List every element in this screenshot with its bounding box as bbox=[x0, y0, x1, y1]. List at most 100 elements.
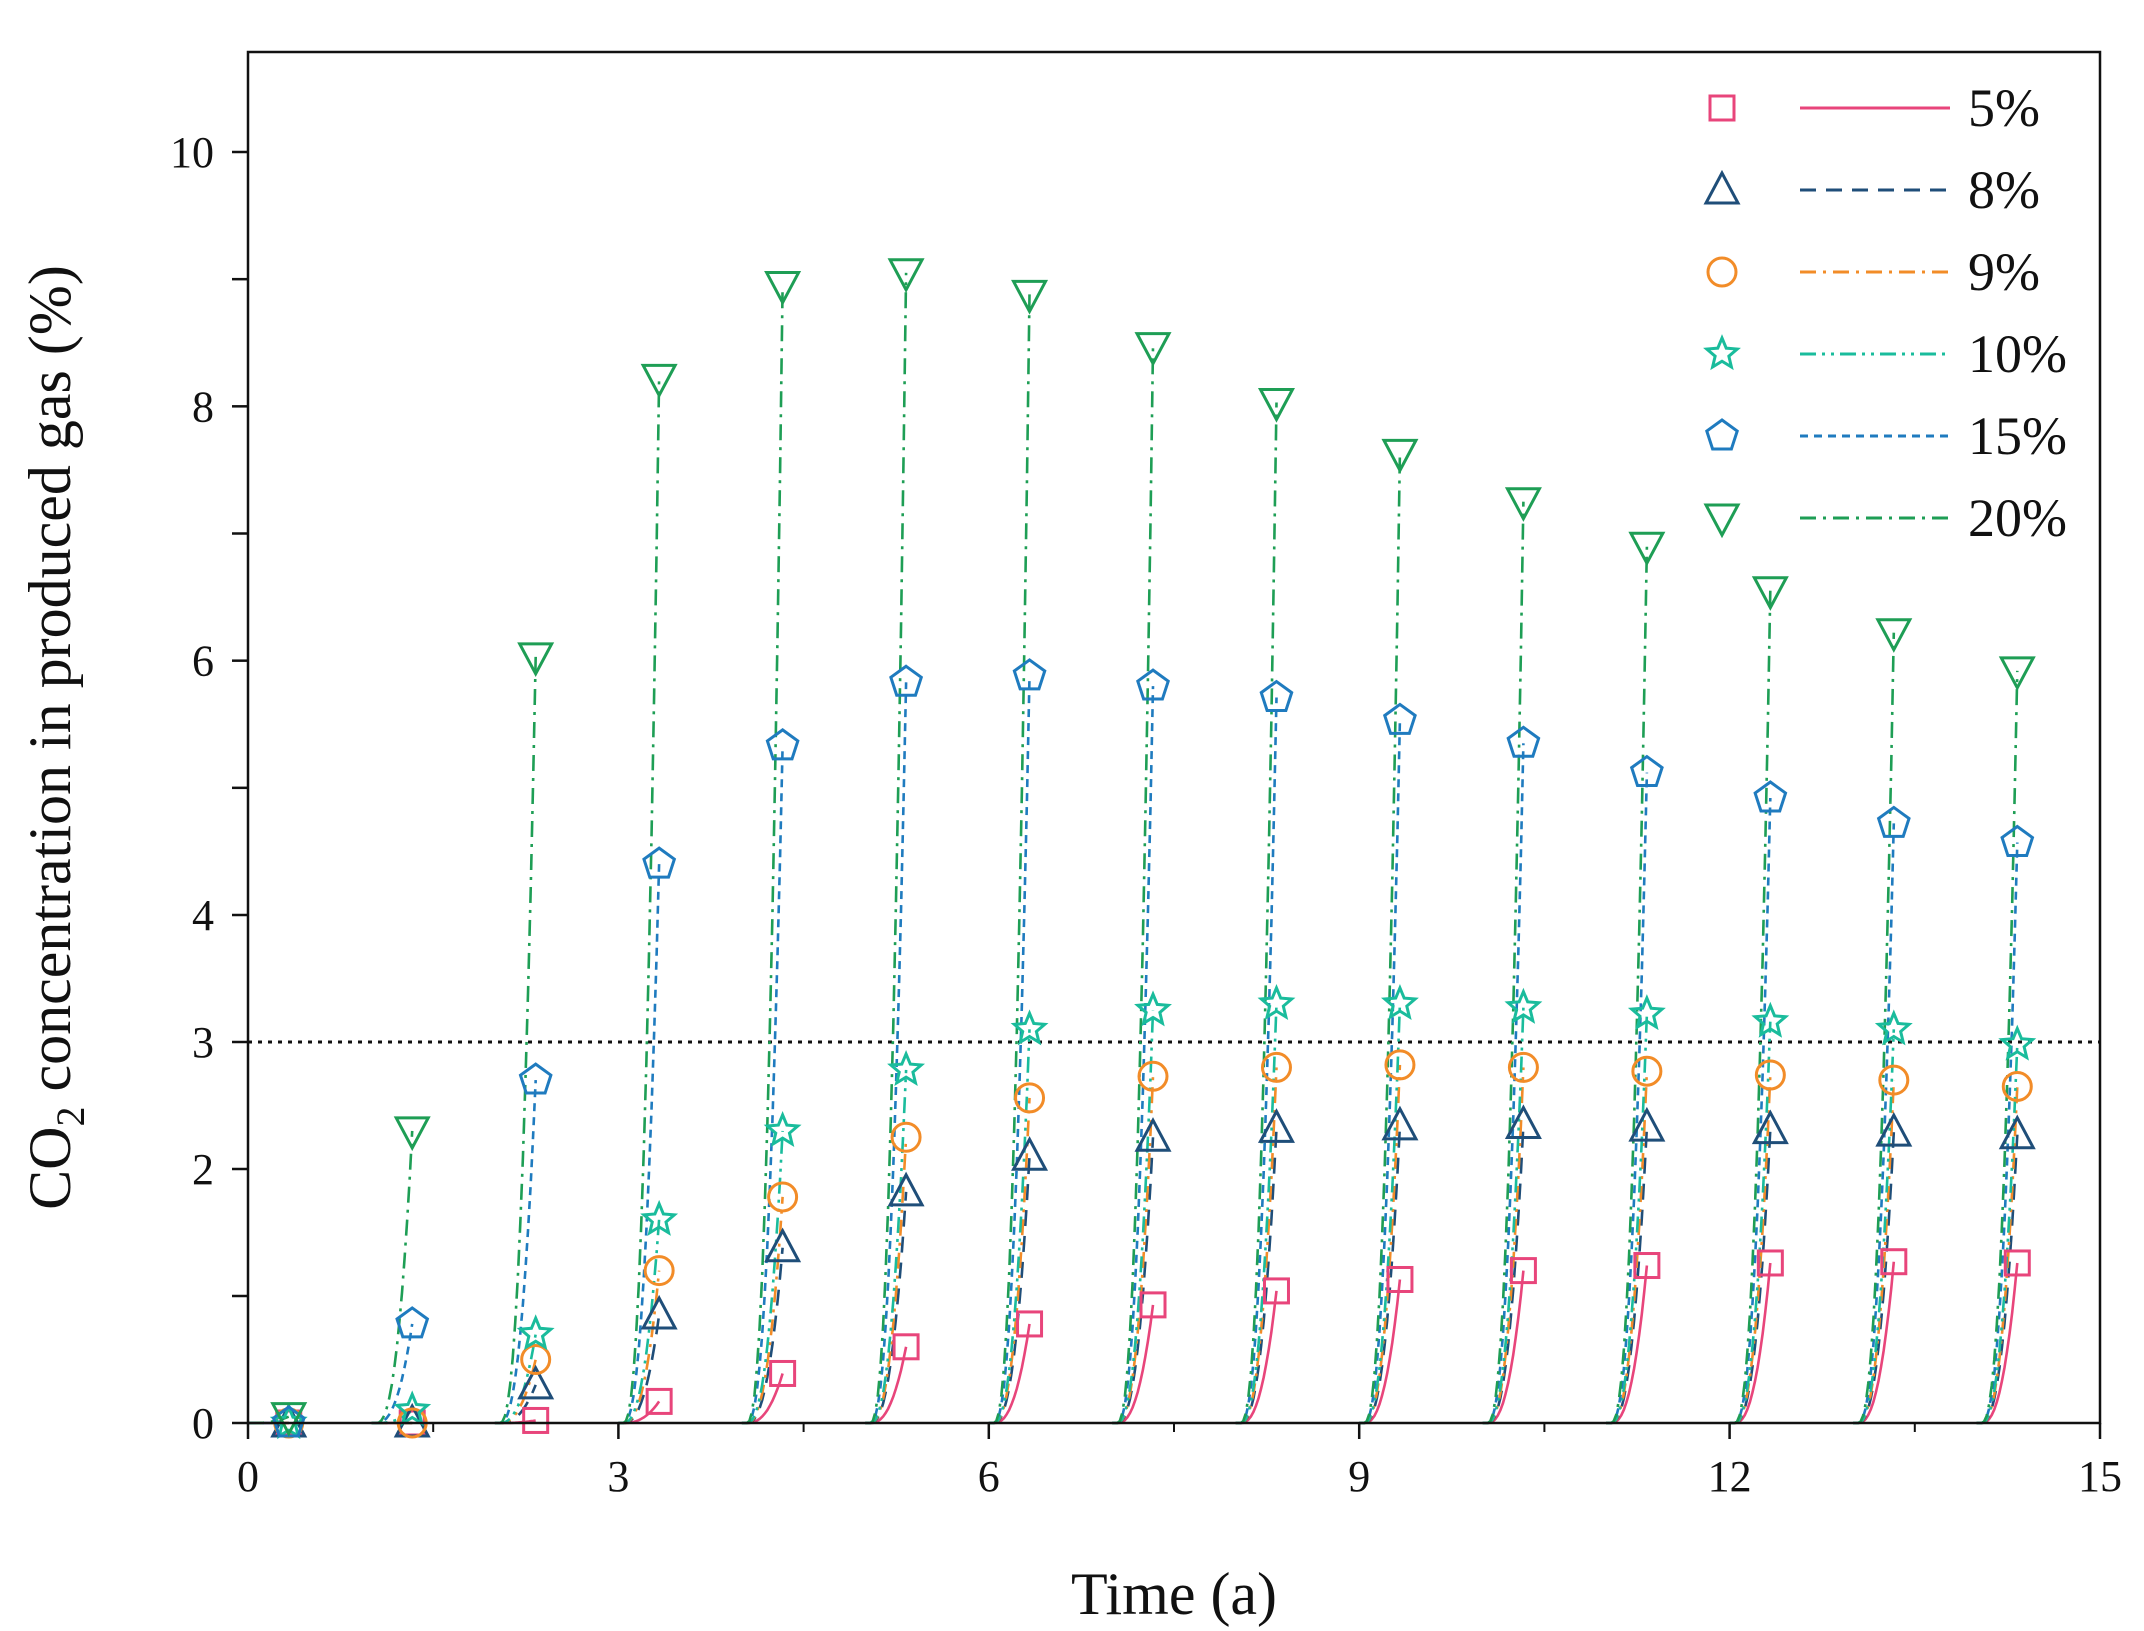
x-tick-label: 3 bbox=[607, 1452, 629, 1501]
data-point bbox=[1012, 658, 1047, 691]
series-markers bbox=[269, 258, 2037, 1440]
data-point bbox=[1878, 1064, 1910, 1096]
legend-label: 20% bbox=[1968, 488, 2067, 548]
data-point bbox=[1011, 279, 1049, 315]
data-point bbox=[640, 1199, 679, 1236]
data-point bbox=[890, 1121, 922, 1153]
data-point bbox=[1703, 334, 1741, 371]
y-axis-title-subscript: 2 bbox=[48, 1107, 93, 1127]
data-point bbox=[270, 1402, 308, 1437]
data-point bbox=[1262, 1277, 1290, 1305]
data-point bbox=[892, 1333, 920, 1361]
y-tick-label: 8 bbox=[192, 382, 214, 431]
data-point bbox=[1257, 983, 1296, 1021]
series-markers-20pct bbox=[270, 258, 2036, 1437]
data-point bbox=[1134, 990, 1172, 1027]
x-tick-label: 0 bbox=[237, 1452, 259, 1501]
data-point bbox=[2001, 1070, 2033, 1102]
data-point bbox=[1880, 1248, 1908, 1276]
data-point bbox=[1708, 94, 1736, 122]
legend-item: 5% bbox=[1708, 78, 2040, 138]
data-point bbox=[1631, 1055, 1663, 1087]
legend-item: 15% bbox=[1705, 406, 2067, 466]
y-tick-label: 2 bbox=[192, 1145, 214, 1194]
data-point bbox=[640, 363, 678, 399]
y-tick-label: 3 bbox=[192, 1018, 214, 1067]
data-point bbox=[1751, 1001, 1790, 1038]
data-point bbox=[1751, 576, 1789, 611]
x-tick-label: 6 bbox=[978, 1452, 1000, 1501]
data-point bbox=[1381, 1105, 1419, 1141]
data-point bbox=[1507, 1051, 1539, 1083]
data-point bbox=[1134, 332, 1172, 367]
data-point bbox=[1136, 668, 1170, 701]
series-line-10pct bbox=[248, 1003, 2019, 1425]
legend-item: 8% bbox=[1703, 160, 2040, 220]
data-point bbox=[1139, 1291, 1167, 1319]
data-point bbox=[1384, 1049, 1416, 1081]
data-point bbox=[522, 1406, 550, 1434]
data-point bbox=[1257, 388, 1295, 423]
y-axis-title-suffix: concentration in produced gas (%) bbox=[17, 265, 83, 1106]
x-tick-label: 12 bbox=[1708, 1452, 1752, 1501]
data-point bbox=[1011, 1136, 1049, 1171]
data-point bbox=[395, 1306, 430, 1339]
series-markers-10pct bbox=[269, 983, 2037, 1440]
data-point bbox=[1629, 754, 1664, 788]
data-point bbox=[889, 664, 924, 697]
data-point bbox=[887, 1050, 926, 1087]
y-tick-label: 10 bbox=[170, 128, 214, 177]
data-point bbox=[393, 1390, 432, 1427]
data-point bbox=[1014, 1082, 1046, 1114]
data-point bbox=[1504, 987, 1543, 1024]
data-point bbox=[1876, 805, 1911, 838]
data-point bbox=[1259, 679, 1294, 712]
x-tick-label: 15 bbox=[2078, 1452, 2122, 1501]
data-point bbox=[1627, 994, 1666, 1031]
data-point bbox=[1386, 1265, 1414, 1293]
series-markers-15pct bbox=[271, 658, 2035, 1438]
data-point bbox=[269, 1403, 308, 1440]
data-point bbox=[1633, 1252, 1661, 1280]
data-point bbox=[1382, 702, 1417, 735]
data-point bbox=[1753, 780, 1788, 813]
data-point bbox=[887, 258, 925, 293]
data-point bbox=[516, 1314, 555, 1351]
data-point bbox=[764, 271, 802, 306]
data-point bbox=[1504, 1104, 1542, 1140]
data-point bbox=[2000, 824, 2035, 857]
data-point bbox=[1875, 1111, 1913, 1147]
data-point bbox=[1874, 1009, 1913, 1046]
data-point bbox=[765, 728, 800, 761]
legend-item: 10% bbox=[1703, 324, 2067, 384]
data-point bbox=[640, 1294, 678, 1330]
x-tick-label: 9 bbox=[1348, 1452, 1370, 1501]
data-point bbox=[769, 1359, 797, 1387]
legend-label: 5% bbox=[1968, 78, 2040, 138]
legend-item: 20% bbox=[1703, 488, 2067, 548]
data-point bbox=[1257, 1108, 1295, 1143]
data-point bbox=[1506, 725, 1541, 758]
data-point bbox=[887, 1171, 925, 1207]
data-point bbox=[518, 1062, 553, 1095]
data-point bbox=[763, 1110, 802, 1148]
data-point bbox=[517, 1364, 555, 1400]
data-point bbox=[767, 1181, 799, 1213]
data-point bbox=[520, 1344, 552, 1375]
data-point bbox=[642, 846, 677, 879]
data-point bbox=[1628, 531, 1666, 567]
series-lines bbox=[248, 272, 2019, 1425]
y-axis-title-prefix: CO bbox=[17, 1127, 83, 1210]
data-point bbox=[1754, 1059, 1786, 1091]
data-point bbox=[1756, 1249, 1784, 1277]
data-point bbox=[2003, 1249, 2031, 1277]
y-axis-title: CO2 concentration in produced gas (%) bbox=[17, 265, 93, 1210]
data-point bbox=[643, 1255, 675, 1287]
legend: 5% 8% 9% 10% 15% 20% bbox=[1703, 78, 2067, 548]
data-point bbox=[1509, 1257, 1537, 1285]
data-point bbox=[1504, 487, 1542, 522]
data-point bbox=[1628, 1106, 1666, 1142]
y-tick-label: 0 bbox=[192, 1399, 214, 1448]
